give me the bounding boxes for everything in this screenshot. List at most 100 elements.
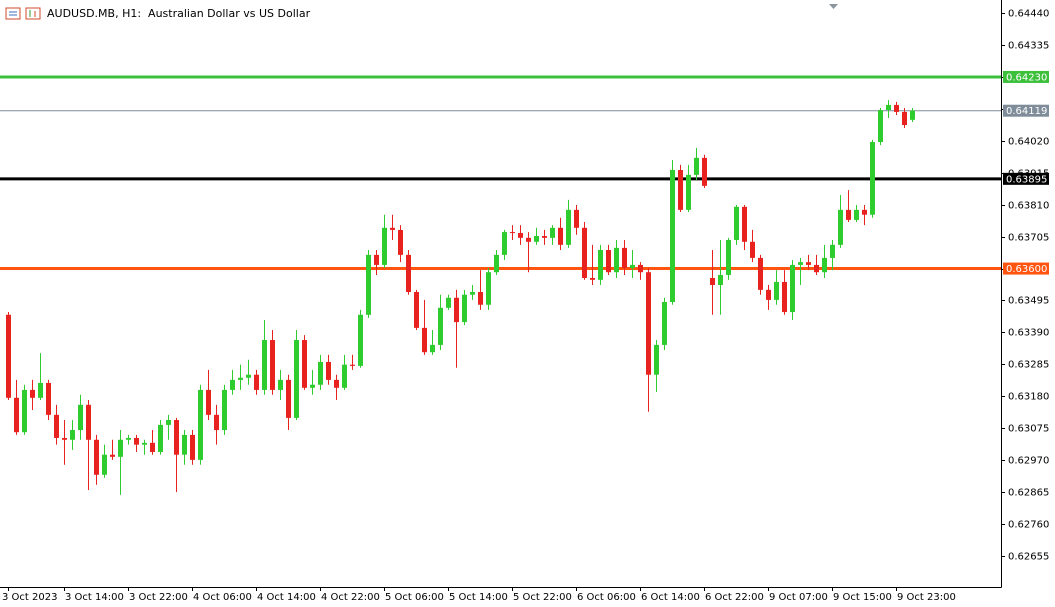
x-tick-label: 5 Oct 06:00	[385, 592, 444, 603]
candle-body	[198, 389, 203, 460]
candle-body	[782, 281, 787, 313]
x-tick-label: 9 Oct 15:00	[833, 592, 892, 603]
candle-body	[134, 437, 139, 445]
candle-body	[758, 257, 763, 290]
candle-body	[694, 157, 699, 175]
candle-body	[846, 209, 851, 220]
candle-body	[366, 254, 371, 315]
candle-body	[814, 264, 819, 273]
y-tick-label: 0.64335	[1008, 41, 1049, 52]
candle-body	[854, 209, 859, 220]
y-tick-label: 0.63075	[1008, 424, 1049, 435]
candle-body	[238, 377, 243, 380]
candle-body	[630, 264, 635, 268]
y-tick-label: 0.64020	[1008, 137, 1049, 148]
candle-body	[390, 227, 395, 230]
x-tick-label: 5 Oct 14:00	[449, 592, 508, 603]
candle-body	[750, 241, 755, 258]
icon	[25, 7, 41, 20]
candle-body	[910, 110, 915, 120]
candle-body	[102, 454, 107, 475]
candle-body	[462, 294, 467, 323]
candle-body	[894, 104, 899, 112]
candle-body	[534, 236, 539, 242]
candle-body	[158, 424, 163, 452]
candle-body	[438, 307, 443, 345]
x-tick-label: 3 Oct 14:00	[65, 592, 124, 603]
candle-body	[502, 232, 507, 255]
candle-body	[334, 379, 339, 388]
candle-body	[190, 434, 195, 460]
y-tick-label: 0.62970	[1008, 456, 1049, 467]
candle-body	[414, 291, 419, 328]
candle-body	[798, 262, 803, 265]
candle-body	[430, 344, 435, 353]
y-tick-label: 0.63810	[1008, 201, 1049, 212]
candle-body	[374, 254, 379, 265]
candle-body	[790, 264, 795, 313]
price-label: 0.63895	[1006, 174, 1047, 185]
candle-body	[70, 430, 75, 440]
candle-body	[886, 104, 891, 111]
x-tick-label: 9 Oct 07:00	[769, 592, 828, 603]
candle-body	[590, 277, 595, 280]
candle-body	[446, 297, 451, 308]
candle-body	[862, 209, 867, 215]
x-tick-label: 6 Oct 14:00	[641, 592, 700, 603]
candle-body	[406, 254, 411, 292]
x-tick-label: 9 Oct 23:00	[897, 592, 956, 603]
price-label-box	[1003, 70, 1049, 83]
candle-body	[110, 454, 115, 457]
candle-body	[638, 264, 643, 273]
candle-body	[142, 442, 147, 445]
candle-body	[686, 174, 691, 210]
candle-body	[702, 157, 707, 186]
candle-body	[510, 232, 515, 234]
candle-body	[550, 227, 555, 238]
candle-body	[542, 236, 547, 238]
candle-body	[382, 227, 387, 265]
price-label-box	[1003, 104, 1049, 117]
price-label-box	[1003, 262, 1049, 275]
candle-body	[214, 414, 219, 431]
x-tick-label: 4 Oct 06:00	[193, 592, 252, 603]
candle-body	[350, 364, 355, 366]
candle-body	[286, 379, 291, 418]
candle-body	[598, 250, 603, 280]
y-tick-label: 0.62760	[1008, 520, 1049, 531]
candle-body	[342, 364, 347, 388]
x-tick-label: 6 Oct 22:00	[705, 592, 764, 603]
candle-body	[902, 111, 907, 126]
candle-body	[302, 340, 307, 388]
candle-body	[678, 170, 683, 210]
candle-body	[582, 227, 587, 278]
candle-body	[494, 254, 499, 273]
candle-body	[310, 384, 315, 388]
candle-body	[606, 250, 611, 273]
x-tick-label: 4 Oct 14:00	[257, 592, 316, 603]
candle-body	[22, 389, 27, 433]
candle-body	[742, 206, 747, 242]
candle-body	[662, 302, 667, 345]
y-tick-label: 0.63495	[1008, 296, 1049, 307]
candle-body	[646, 272, 651, 375]
candle-body	[6, 314, 11, 398]
candle-body	[270, 340, 275, 390]
y-tick-label: 0.63285	[1008, 360, 1049, 371]
x-tick-label: 5 Oct 22:00	[513, 592, 572, 603]
y-tick-label: 0.63390	[1008, 328, 1049, 339]
candle-body	[830, 244, 835, 258]
candle-body	[558, 227, 563, 245]
x-tick-label: 3 Oct 2023	[2, 592, 57, 603]
candle-body	[46, 382, 51, 415]
candle-body	[622, 247, 627, 268]
x-tick-label: 6 Oct 06:00	[577, 592, 636, 603]
candle-body	[262, 340, 267, 390]
x-tick-label: 3 Oct 22:00	[129, 592, 188, 603]
candle-body	[526, 237, 531, 242]
candle-body	[38, 382, 43, 398]
candle-body	[574, 209, 579, 228]
shift-marker	[829, 4, 838, 9]
plot-area	[0, 75, 1001, 495]
